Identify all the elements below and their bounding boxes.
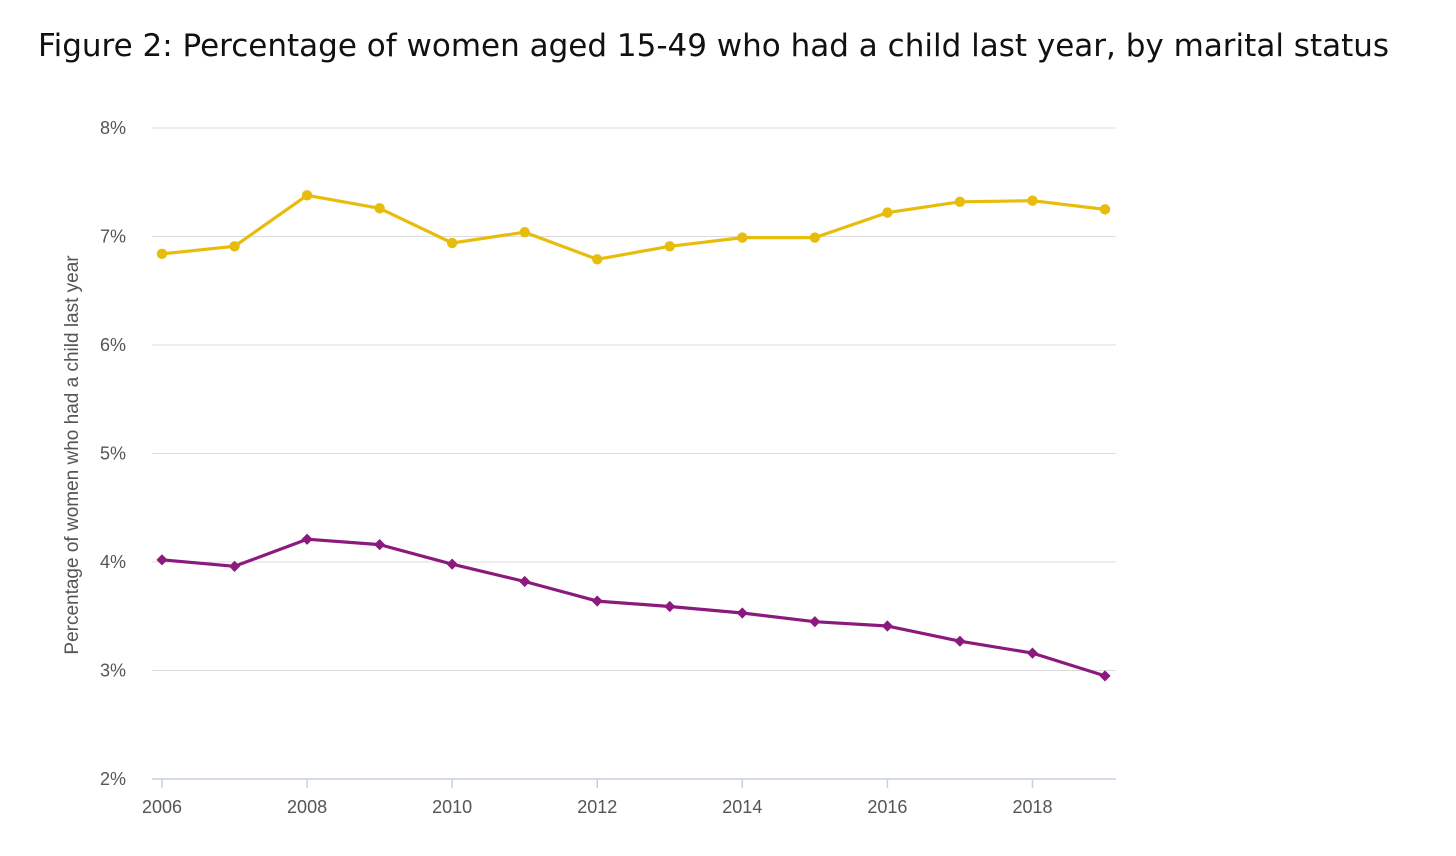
data-point[interactable] (228, 560, 241, 572)
data-point[interactable] (374, 539, 386, 551)
data-point[interactable] (446, 237, 458, 249)
data-point[interactable] (446, 558, 458, 570)
data-point[interactable] (1026, 647, 1039, 659)
x-tick-label: 2018 (1012, 797, 1052, 817)
y-tick-label: 3% (100, 661, 126, 681)
y-tick-label: 4% (100, 552, 126, 572)
data-point[interactable] (374, 203, 385, 214)
data-point[interactable] (156, 554, 168, 566)
y-tick-label: 2% (100, 769, 126, 789)
data-point[interactable] (954, 635, 966, 647)
x-tick-label: 2010 (432, 797, 472, 817)
data-point[interactable] (736, 607, 748, 619)
x-axis-tick-labels: 2006 2008 2010 2012 2014 2016 2018 (142, 797, 1053, 817)
data-point[interactable] (954, 196, 966, 207)
data-point[interactable] (737, 232, 748, 243)
series-lines (156, 190, 1111, 682)
data-point[interactable] (664, 241, 675, 252)
y-tick-label: 6% (100, 335, 126, 355)
data-point[interactable] (809, 616, 821, 628)
data-point[interactable] (809, 232, 821, 243)
x-tick-label: 2012 (577, 797, 617, 817)
x-tick-label: 2014 (722, 797, 762, 817)
figure-title: Figure 2: Percentage of women aged 15-49… (38, 28, 1390, 64)
data-point[interactable] (301, 190, 313, 201)
x-axis (152, 778, 1116, 788)
x-tick-label: 2006 (142, 797, 182, 817)
x-tick-label: 2016 (867, 797, 907, 817)
data-point[interactable] (591, 595, 603, 607)
data-point[interactable] (519, 575, 531, 588)
data-point[interactable] (1099, 204, 1111, 215)
series-line (160, 193, 1107, 261)
data-point[interactable] (519, 226, 530, 238)
data-point[interactable] (592, 254, 603, 265)
data-point[interactable] (156, 248, 168, 260)
data-point[interactable] (881, 620, 893, 632)
data-point[interactable] (301, 533, 313, 545)
y-tick-label: 8% (100, 118, 126, 138)
y-axis-title: Percentage of women who had a child last… (62, 255, 83, 655)
data-point[interactable] (664, 600, 676, 613)
series-2 (156, 533, 1111, 682)
series-1 (156, 190, 1111, 265)
series-line (160, 537, 1107, 678)
data-point[interactable] (882, 207, 893, 218)
gridlines (152, 127, 1116, 671)
x-tick-label: 2008 (287, 797, 327, 817)
y-tick-label: 7% (100, 227, 126, 247)
data-point[interactable] (1027, 195, 1038, 206)
data-point[interactable] (229, 241, 240, 252)
y-tick-label: 5% (100, 444, 126, 464)
data-point[interactable] (1099, 670, 1111, 682)
y-axis-tick-labels: 2% 3% 4% 5% 6% 7% 8% (100, 118, 126, 789)
